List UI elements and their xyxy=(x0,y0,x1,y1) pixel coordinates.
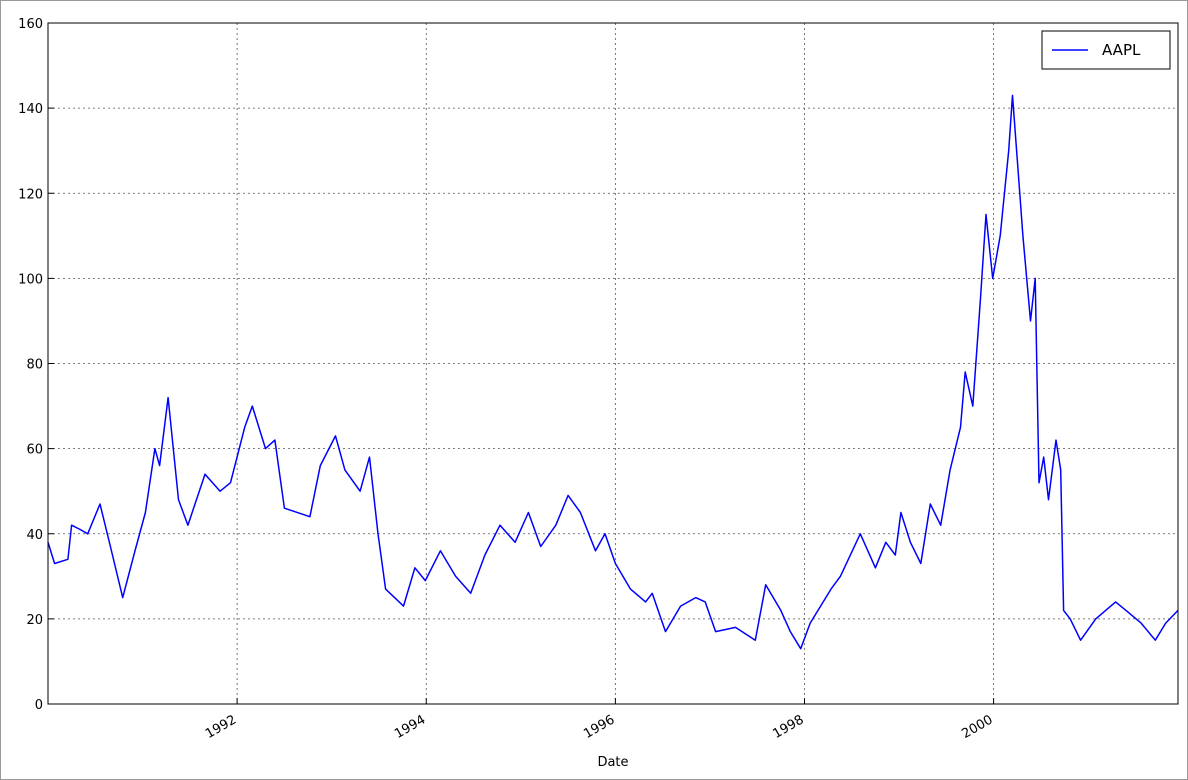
plot-frame xyxy=(47,22,1179,705)
x-axis-label: Date xyxy=(597,755,628,770)
y-tick-label: 60 xyxy=(26,443,43,458)
legend-label: AAPL xyxy=(1102,41,1141,59)
y-tick-label: 140 xyxy=(18,102,43,117)
y-tick-label: 160 xyxy=(18,17,43,32)
line xyxy=(47,94,1179,650)
y-tick-label: 0 xyxy=(35,698,43,713)
y-tick-label: 100 xyxy=(18,272,43,287)
y-tick-label: 120 xyxy=(18,187,43,202)
y-tick-label: 20 xyxy=(26,613,43,628)
y-tick-label: 40 xyxy=(26,528,43,543)
y-tick-label: 80 xyxy=(26,358,43,373)
